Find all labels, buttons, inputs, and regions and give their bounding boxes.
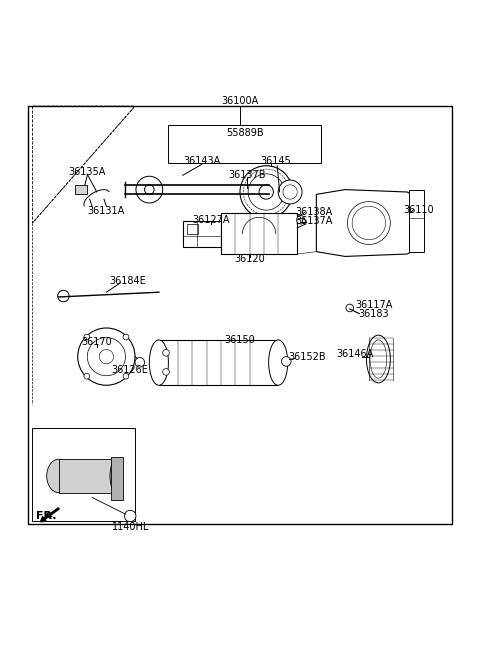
Circle shape bbox=[240, 166, 292, 218]
Text: 36117A: 36117A bbox=[355, 300, 392, 310]
Ellipse shape bbox=[110, 461, 122, 491]
Circle shape bbox=[203, 224, 215, 236]
Circle shape bbox=[123, 373, 129, 379]
Text: 36100A: 36100A bbox=[221, 96, 259, 106]
Bar bbox=[183, 220, 221, 247]
Circle shape bbox=[135, 358, 144, 367]
Bar bbox=[159, 340, 278, 385]
Text: 36131A: 36131A bbox=[88, 206, 125, 216]
Ellipse shape bbox=[366, 335, 390, 383]
Bar bbox=[111, 457, 123, 500]
Circle shape bbox=[259, 185, 274, 199]
Text: FR.: FR. bbox=[36, 511, 57, 521]
Ellipse shape bbox=[297, 218, 305, 224]
Circle shape bbox=[206, 227, 212, 233]
Text: 36150: 36150 bbox=[225, 335, 255, 345]
Bar bbox=[221, 213, 297, 254]
Bar bbox=[409, 190, 424, 252]
Circle shape bbox=[163, 350, 169, 356]
Circle shape bbox=[281, 357, 291, 366]
Circle shape bbox=[124, 510, 136, 522]
Circle shape bbox=[346, 304, 354, 312]
Circle shape bbox=[78, 328, 135, 385]
Circle shape bbox=[297, 215, 304, 223]
Circle shape bbox=[278, 180, 302, 204]
Text: 55889B: 55889B bbox=[226, 129, 264, 138]
Text: 36152B: 36152B bbox=[288, 352, 325, 361]
Ellipse shape bbox=[269, 340, 288, 385]
Bar bbox=[33, 428, 135, 522]
Circle shape bbox=[123, 334, 129, 340]
Bar bbox=[75, 185, 87, 194]
Circle shape bbox=[136, 176, 163, 203]
Ellipse shape bbox=[149, 340, 168, 385]
Text: 36126E: 36126E bbox=[112, 365, 149, 375]
Text: 36146A: 36146A bbox=[336, 349, 373, 359]
Text: 36145: 36145 bbox=[261, 156, 291, 166]
Text: 36127A: 36127A bbox=[192, 215, 230, 224]
Text: 36120: 36120 bbox=[234, 255, 265, 264]
Text: 36184E: 36184E bbox=[109, 276, 146, 286]
Circle shape bbox=[84, 373, 90, 379]
FancyArrow shape bbox=[40, 508, 59, 522]
Text: 36183: 36183 bbox=[358, 309, 389, 319]
Circle shape bbox=[84, 334, 90, 340]
Text: 36143A: 36143A bbox=[183, 156, 220, 167]
Circle shape bbox=[163, 369, 169, 375]
Text: 36110: 36110 bbox=[404, 205, 434, 215]
Circle shape bbox=[58, 291, 69, 302]
Bar bbox=[187, 224, 199, 234]
Text: 36137A: 36137A bbox=[295, 216, 333, 226]
Ellipse shape bbox=[47, 459, 71, 493]
Text: 36170: 36170 bbox=[82, 337, 112, 347]
Text: 36137B: 36137B bbox=[228, 170, 266, 180]
Text: 36135A: 36135A bbox=[69, 167, 106, 177]
Bar bbox=[28, 106, 452, 523]
Polygon shape bbox=[316, 190, 421, 256]
Text: 1140HL: 1140HL bbox=[111, 522, 149, 533]
Text: 36138A: 36138A bbox=[295, 207, 333, 216]
Circle shape bbox=[144, 185, 154, 194]
Bar bbox=[168, 125, 321, 163]
Bar bbox=[59, 459, 116, 493]
